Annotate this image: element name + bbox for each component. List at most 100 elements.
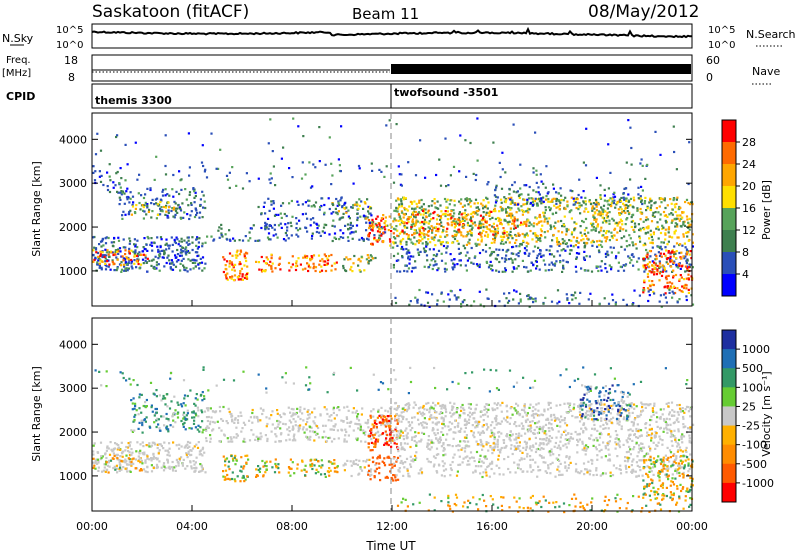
velocity-cell	[482, 419, 485, 422]
power-cell	[507, 236, 510, 239]
velocity-cell	[255, 474, 258, 477]
velocity-cell	[388, 463, 391, 466]
velocity-cell	[97, 461, 100, 464]
power-cell	[651, 260, 654, 263]
velocity-cell	[113, 447, 116, 450]
power-cell	[570, 233, 573, 236]
power-cell	[529, 269, 532, 272]
power-cell	[535, 181, 538, 184]
power-cell	[142, 253, 145, 256]
power-cell	[578, 205, 581, 208]
power-cell	[509, 230, 512, 233]
power-cell	[577, 246, 580, 249]
velocity-cell	[203, 395, 206, 398]
power-cell	[272, 200, 275, 203]
power-cell	[470, 199, 473, 202]
velocity-cell	[317, 470, 320, 474]
power-cell	[414, 243, 417, 246]
power-cell	[551, 212, 554, 215]
velocity-cell	[142, 453, 145, 456]
power-cell	[94, 247, 98, 250]
velocity-cell	[618, 440, 621, 443]
velocity-cell	[243, 480, 246, 483]
power-cell	[613, 191, 616, 194]
power-cell	[630, 259, 633, 262]
power-cell	[413, 236, 416, 239]
velocity-cell	[688, 441, 691, 444]
velocity-cell	[138, 393, 141, 396]
velocity-cell	[244, 440, 247, 443]
power-cell	[651, 238, 654, 241]
power-cell	[683, 257, 686, 260]
velocity-cell	[228, 410, 231, 413]
velocity-cell	[517, 447, 520, 450]
power-cell	[304, 267, 307, 270]
power-cell	[531, 204, 534, 207]
power-cell	[590, 270, 594, 273]
velocity-cell	[197, 409, 200, 412]
power-cell	[610, 205, 613, 208]
power-cell	[656, 264, 659, 267]
velocity-cell	[687, 410, 690, 413]
velocity-cell	[331, 462, 334, 465]
velocity-cell	[172, 441, 175, 444]
velocity-cell	[201, 467, 204, 470]
velocity-cell	[261, 412, 264, 416]
power-ytick-label: 3000	[59, 177, 87, 190]
power-cell	[192, 258, 195, 261]
power-cell	[582, 190, 585, 193]
power-cell	[545, 195, 548, 198]
power-cell	[459, 264, 462, 267]
velocity-cell	[213, 421, 216, 424]
velocity-cell	[658, 435, 661, 438]
velocity-cell	[146, 457, 149, 460]
power-cell	[120, 270, 123, 273]
velocity-cell	[200, 409, 203, 412]
power-cell	[358, 198, 361, 201]
power-cell	[649, 229, 652, 232]
power-cell	[112, 241, 116, 244]
power-cell	[294, 268, 298, 272]
power-cell	[623, 248, 626, 251]
power-cell	[244, 257, 247, 260]
velocity-cell	[240, 414, 243, 417]
velocity-cell	[417, 431, 420, 435]
power-cell	[151, 259, 154, 262]
power-cell	[399, 270, 402, 273]
power-cell	[628, 211, 631, 214]
power-cell	[627, 205, 630, 208]
velocity-cell	[395, 460, 398, 463]
power-cell	[301, 161, 304, 164]
velocity-cell	[372, 408, 375, 411]
power-cell	[245, 259, 248, 263]
power-cell	[404, 264, 407, 267]
power-cell	[258, 268, 261, 271]
velocity-cell	[196, 406, 199, 409]
velocity-cell	[96, 451, 100, 454]
power-cell	[324, 260, 327, 263]
power-cell	[396, 270, 399, 273]
velocity-cell	[388, 421, 391, 424]
power-cell	[528, 296, 531, 299]
power-cell	[458, 212, 461, 216]
power-cell	[125, 190, 128, 193]
velocity-cell	[257, 420, 260, 423]
power-cell	[428, 227, 432, 230]
power-cell	[550, 300, 554, 303]
power-cell	[461, 223, 464, 227]
velocity-cell	[117, 444, 120, 447]
power-cell	[342, 267, 345, 270]
velocity-cell	[323, 473, 326, 476]
velocity-cell	[244, 478, 247, 481]
velocity-cell	[290, 407, 293, 411]
velocity-cell	[347, 409, 350, 412]
velocity-cell	[464, 440, 467, 443]
power-cell	[310, 257, 313, 261]
velocity-cell	[165, 417, 168, 420]
power-cell	[485, 231, 488, 234]
power-cell	[306, 217, 309, 220]
power-cell	[442, 226, 445, 229]
power-cell	[188, 191, 192, 194]
velocity-cell	[370, 428, 373, 431]
velocity-cell	[235, 459, 238, 462]
